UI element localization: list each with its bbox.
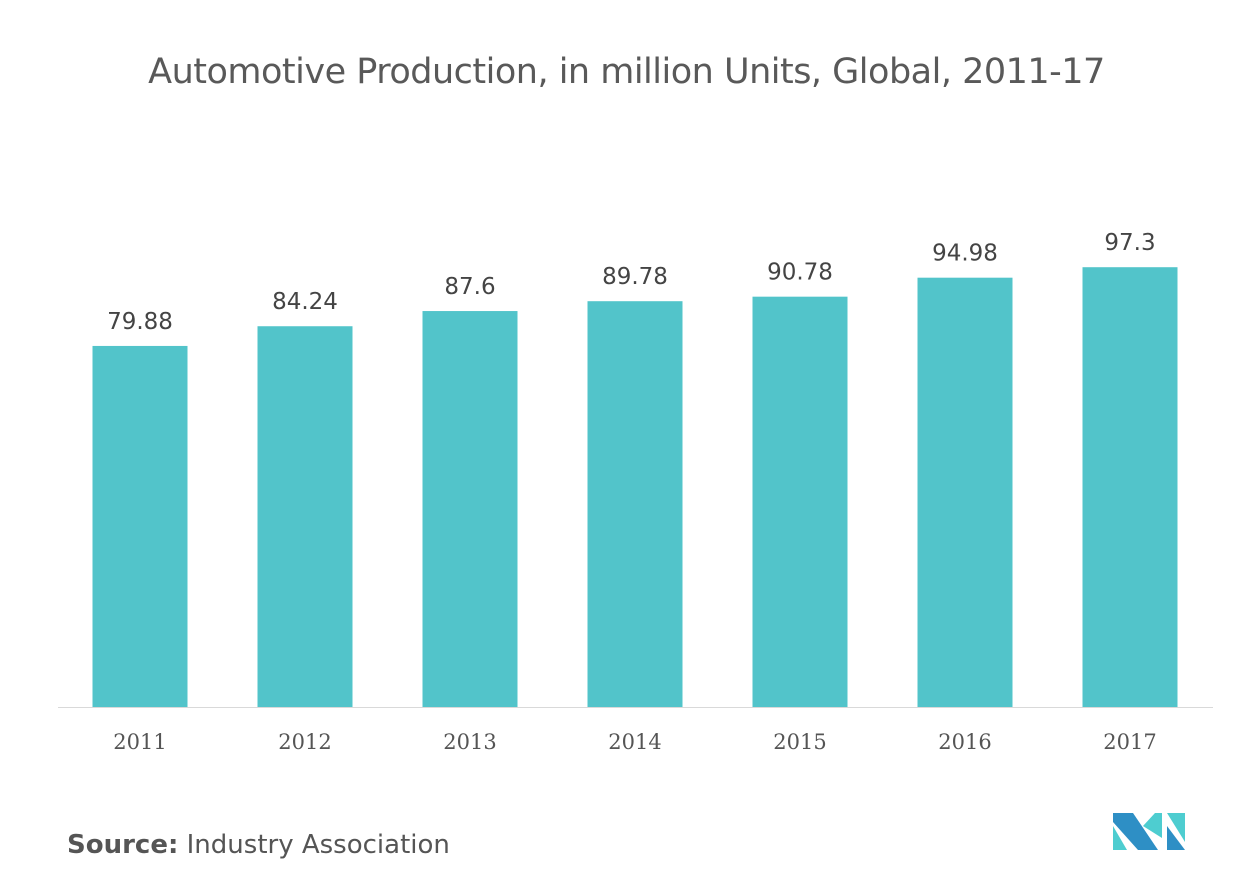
x-tick-label-2014: 2014 (608, 730, 661, 754)
data-label-2016: 94.98 (932, 241, 998, 267)
data-label-2012: 84.24 (272, 289, 338, 315)
bar-2011 (92, 345, 188, 707)
source-label: Source: (67, 830, 179, 860)
x-tick-label-2011: 2011 (113, 730, 166, 754)
x-tick-label-2015: 2015 (773, 730, 826, 754)
source-text: Industry Association (186, 830, 450, 860)
data-label-2011: 79.88 (107, 309, 173, 335)
bar-2014 (587, 301, 683, 707)
data-label-2013: 87.6 (444, 274, 495, 300)
bar-2017 (1082, 267, 1178, 707)
chart-title: Automotive Production, in million Units,… (148, 52, 1105, 92)
source-note: Source: Industry Association (67, 830, 450, 860)
data-label-2017: 97.3 (1104, 230, 1155, 256)
data-label-2014: 89.78 (602, 264, 668, 290)
bar-2016 (917, 277, 1013, 707)
x-tick-label-2013: 2013 (443, 730, 496, 754)
bar-2012 (257, 326, 353, 707)
x-tick-label-2017: 2017 (1103, 730, 1156, 754)
x-tick-label-2016: 2016 (938, 730, 991, 754)
data-label-2015: 90.78 (767, 260, 833, 286)
bar-2013 (422, 311, 518, 707)
x-tick-label-2012: 2012 (278, 730, 331, 754)
bar-2015 (752, 296, 848, 707)
